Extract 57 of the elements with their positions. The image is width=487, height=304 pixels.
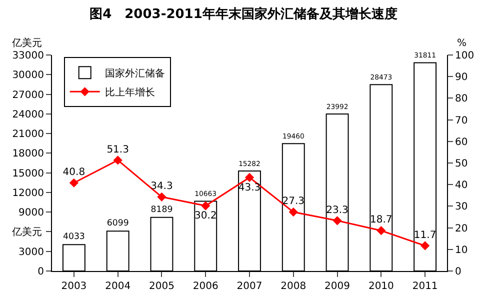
y-tick-label: 18000	[12, 148, 44, 160]
y2-tick-label: 40	[455, 180, 468, 192]
y-tick-label: 0	[38, 266, 44, 278]
x-tick-label: 2011	[412, 281, 438, 292]
y2-tick-label: 50	[455, 158, 468, 170]
x-tick-label: 2007	[236, 281, 262, 292]
y-tick-label: 27000	[12, 90, 44, 101]
x-tick-label: 2008	[280, 281, 306, 292]
data-label: 11.7	[414, 230, 436, 241]
data-label: 34.3	[150, 181, 173, 192]
point	[420, 241, 430, 250]
y-tick-label: 12000	[12, 188, 44, 199]
point	[332, 216, 342, 226]
y2-tick-label: 90	[455, 72, 468, 84]
legend-label: 国家外汇储备	[104, 68, 165, 80]
y2-tick-label: 10	[455, 244, 468, 256]
x-tick-label: 2006	[192, 281, 218, 292]
point	[201, 201, 210, 210]
y-tick-label: 3000	[18, 246, 44, 258]
x-tick-label: 2003	[61, 281, 87, 292]
data-label: 18.7	[370, 214, 392, 226]
data-label: 30.2	[194, 210, 217, 222]
data-label: 43.3	[238, 182, 261, 194]
x-tick-label: 2010	[368, 281, 394, 292]
y-tick-label: 21000	[12, 129, 44, 140]
y2-tick-label: 60	[455, 136, 468, 148]
y-tick-label: 15000	[12, 168, 44, 180]
y-tick-label: 9000	[18, 208, 44, 219]
data-label: 4033	[62, 232, 85, 242]
y2-tick-label: 100	[455, 50, 474, 62]
y2-tick-label: 0	[455, 266, 462, 278]
point	[157, 192, 166, 202]
legend-label: 比上年增长	[104, 86, 155, 99]
x-tick-label: 2009	[324, 281, 350, 292]
point	[113, 156, 122, 165]
point	[244, 172, 254, 182]
data-label: 6099	[106, 218, 129, 228]
x-tick-label: 2004	[105, 281, 131, 292]
y-tick-label: 33000	[12, 50, 44, 62]
data-label: 27.3	[282, 196, 305, 208]
point	[376, 226, 386, 236]
point	[288, 207, 298, 217]
data-label: 40.8	[62, 166, 86, 178]
data-label: 8189	[150, 204, 173, 215]
chart-title: 图4 2003-2011年年末国家外汇储备及其增长速度	[90, 6, 398, 22]
y-axis-title: 亿美元	[11, 37, 42, 49]
point	[69, 178, 78, 188]
y2-tick-label: 20	[455, 223, 468, 234]
y-tick-label: 30000	[12, 70, 44, 82]
y2-tick-label: 30	[455, 202, 468, 213]
x-tick-label: 2005	[148, 281, 174, 292]
y2-axis-title: %	[457, 38, 467, 49]
data-label: 51.3	[106, 144, 129, 156]
y2-tick-label: 80	[455, 94, 468, 105]
y2-tick-label: 70	[455, 115, 468, 126]
y-tick-label: 24000	[12, 109, 44, 120]
text: 亿美元	[11, 226, 42, 238]
